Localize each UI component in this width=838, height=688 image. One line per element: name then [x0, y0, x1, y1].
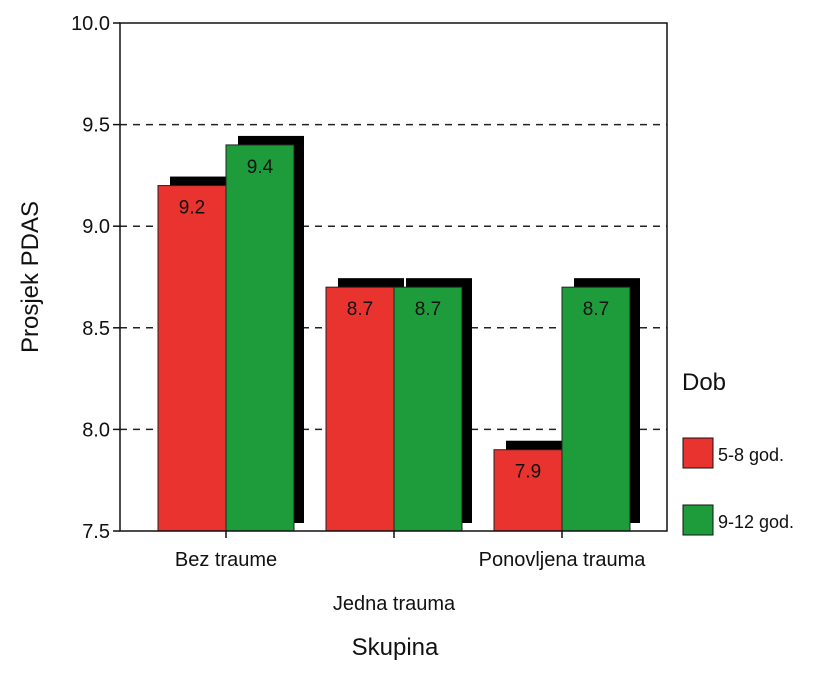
y-tick-label: 9.5 [82, 115, 110, 137]
data-label: 7.9 [515, 462, 541, 483]
legend-swatch-5-8 [682, 437, 714, 469]
data-label: 8.7 [347, 299, 373, 320]
x-tick-label: Bez traume [175, 549, 277, 571]
legend-swatch-9-12 [682, 504, 714, 536]
bar-age-5-8 [325, 286, 395, 532]
y-tick-label: 9.0 [82, 216, 110, 238]
y-axis-title: Prosjek PDAS [17, 201, 44, 353]
x-tick-label: Ponovljena trauma [479, 549, 647, 571]
bar-age-5-8 [157, 185, 227, 532]
legend-title: Dob [682, 369, 726, 396]
data-label: 9.2 [179, 198, 205, 219]
y-tick-label: 8.0 [82, 419, 110, 441]
bar-age-5-8 [493, 449, 563, 532]
legend-label-9-12: 9-12 god. [718, 512, 794, 532]
legend: Dob 5-8 god. 9-12 god. [682, 369, 794, 536]
y-axis: 7.5 8.0 8.5 9.0 9.5 10.0 [71, 13, 120, 543]
x-axis: Bez traume Jedna trauma Ponovljena trauma [175, 531, 646, 615]
bar-age-9-12 [561, 286, 631, 532]
x-tick-label: Jedna trauma [333, 593, 456, 615]
bars: 9.2 9.4 8.7 8.7 7.9 8.7 [157, 135, 640, 532]
data-label: 8.7 [415, 299, 441, 320]
y-tick-label: 7.5 [82, 521, 110, 543]
bar-age-9-12 [225, 144, 295, 532]
legend-label-5-8: 5-8 god. [718, 445, 784, 465]
y-tick-label: 10.0 [71, 13, 110, 35]
bar-age-9-12 [393, 286, 463, 532]
data-label: 9.4 [247, 157, 274, 178]
data-label: 8.7 [583, 299, 609, 320]
y-tick-label: 8.5 [82, 318, 110, 340]
x-axis-title: Skupina [352, 634, 439, 661]
